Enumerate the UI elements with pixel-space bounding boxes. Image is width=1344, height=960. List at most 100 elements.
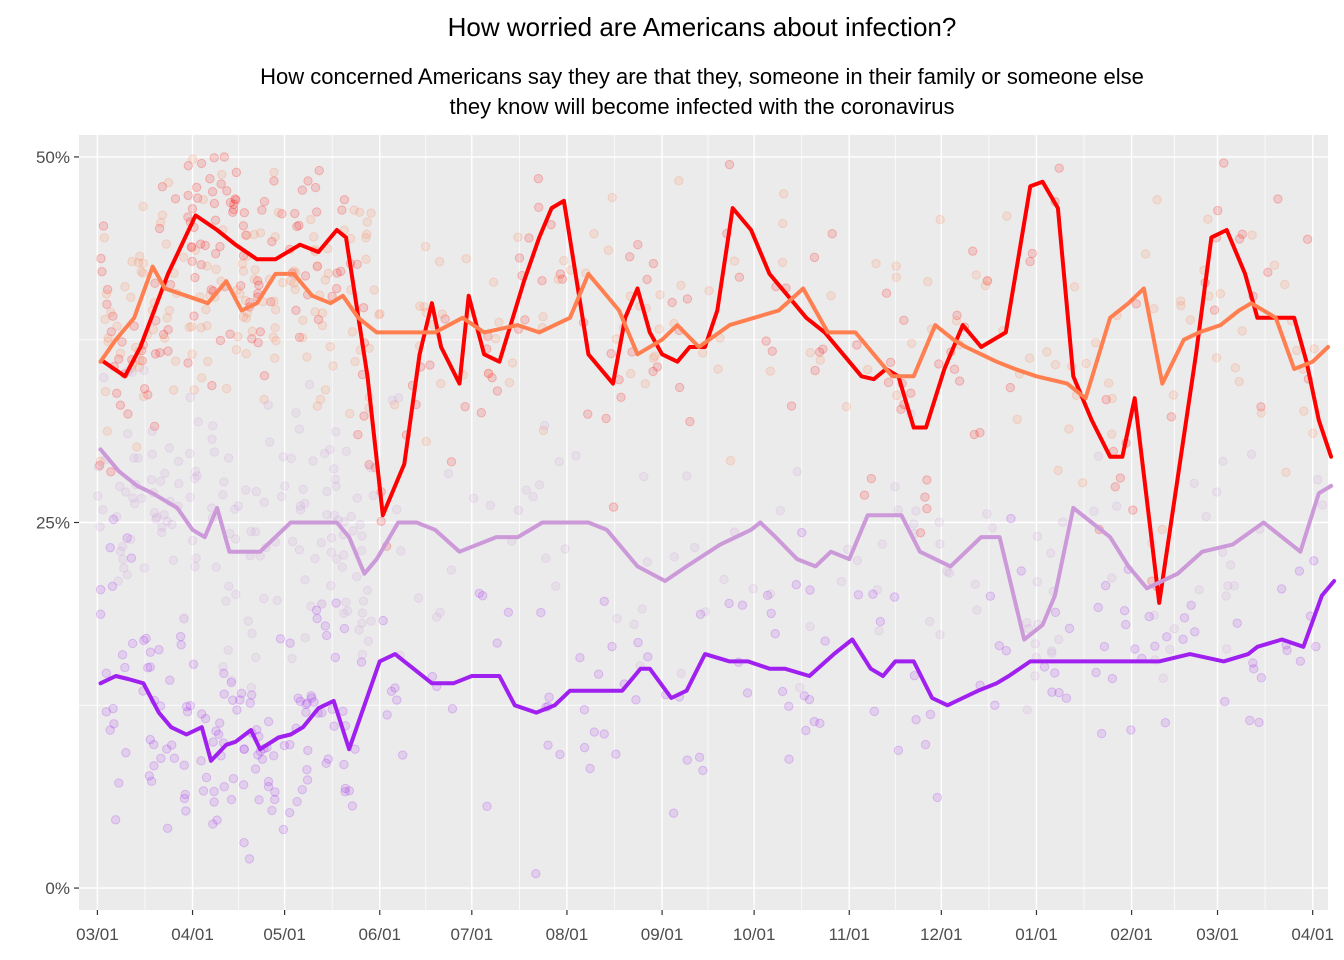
poll-dot [482,801,492,812]
poll-dot [229,504,240,514]
poll-dot [477,591,488,601]
poll-dot [191,182,202,193]
poll-dot [1050,668,1060,678]
poll-dot [1211,487,1222,497]
poll-dot [221,383,232,394]
poll-dot [155,476,166,487]
poll-dot [250,265,260,275]
poll-dot [208,421,218,431]
poll-dot [255,327,266,337]
poll-dot [777,257,788,268]
poll-dot [637,604,647,614]
poll-dot [222,186,232,196]
poll-dot [1050,607,1061,618]
poll-dot [786,401,797,411]
poll-dot [145,647,156,657]
poll-dot [538,425,549,436]
poll-dot [249,229,259,240]
poll-dot [168,385,179,395]
poll-dot [326,533,337,543]
poll-dot [186,321,197,332]
poll-dot [270,353,280,363]
poll-dot [891,272,901,283]
poll-dot [358,596,369,606]
poll-dot [280,481,290,491]
poll-dot [1248,658,1258,668]
poll-dot [157,210,168,220]
poll-dot [217,169,227,180]
poll-dot [212,815,222,825]
poll-dot [183,212,193,222]
x-tick-label: 03/01 [76,925,119,944]
poll-dot [147,426,158,436]
poll-dot [122,533,132,543]
poll-dot [357,649,368,660]
poll-dot [103,333,113,343]
poll-dot [192,193,203,203]
poll-dot [164,305,175,316]
poll-dot [799,691,810,701]
poll-dot [954,376,965,386]
poll-dot [259,196,270,207]
poll-dot [421,436,431,447]
poll-dot [208,819,218,829]
poll-dot [1234,376,1244,387]
poll-dot [1280,279,1290,290]
poll-dot [157,527,167,538]
poll-dot [537,276,547,286]
poll-dot [269,167,279,178]
poll-dot [1077,478,1088,488]
poll-dot [189,385,200,395]
poll-dot [1179,613,1190,623]
poll-dot [272,595,282,606]
poll-dot [599,729,609,739]
poll-dot [469,493,479,503]
poll-dot [259,593,269,604]
poll-dot [648,353,659,363]
poll-dot [625,368,636,379]
poll-dot [185,701,196,711]
poll-dot [1166,412,1177,422]
poll-dot [866,473,877,484]
poll-dot [382,710,392,720]
poll-dot [1012,414,1022,425]
poll-dot [119,563,129,573]
poll-dot [896,404,906,414]
poll-dot [190,473,200,484]
poll-dot [357,618,367,628]
poll-dot [135,355,145,366]
poll-dot [809,716,819,727]
poll-dot [162,516,172,526]
poll-dot [890,482,900,492]
poll-dot [295,696,306,707]
poll-dot [209,447,220,457]
poll-dot [101,289,112,299]
poll-dot [869,706,880,717]
poll-dot [1054,634,1064,645]
poll-dot [306,214,316,225]
poll-dot [202,321,212,331]
poll-dot [332,268,342,278]
poll-dot [374,310,384,320]
poll-dot [1295,656,1306,666]
poll-dot [293,693,303,703]
poll-dot [115,481,125,492]
poll-dot [639,471,649,482]
poll-dot [195,239,206,249]
poll-dot [139,635,149,646]
poll-dot [198,194,209,205]
poll-dot [520,315,530,325]
poll-dot [674,176,684,186]
poll-dot [315,394,326,405]
poll-dot [168,555,179,565]
poll-dot [251,652,261,663]
poll-dot [982,276,993,286]
poll-dot [1027,248,1038,259]
poll-dot [354,207,365,217]
poll-dot [667,297,677,308]
poll-dot [266,297,276,307]
poll-dot [295,505,306,515]
poll-dot [201,304,211,315]
poll-dot [356,657,367,667]
poll-dot [350,356,360,367]
